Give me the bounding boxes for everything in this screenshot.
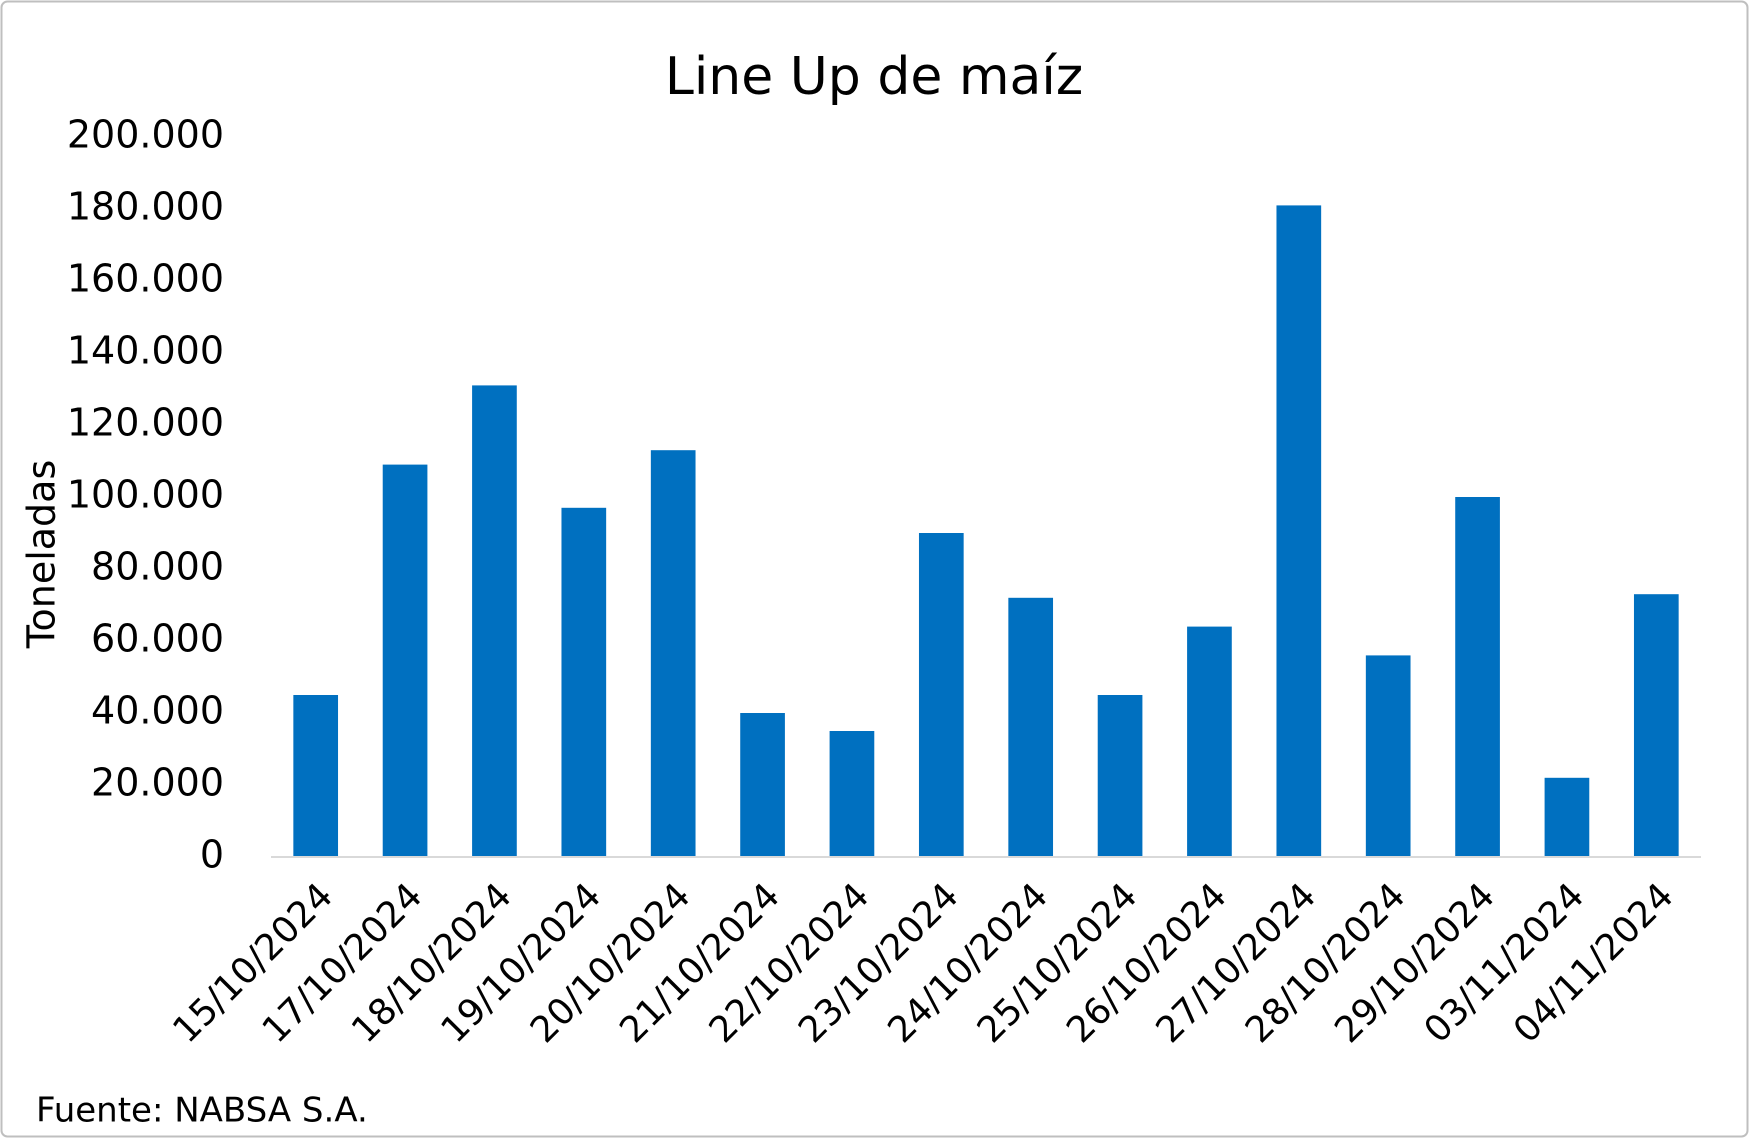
y-tick-label: 100.000 [67,473,224,517]
bar [740,713,785,857]
bar [1187,626,1232,857]
y-tick-label: 20.000 [91,761,224,805]
source-note: Fuente: NABSA S.A. [36,1091,368,1131]
bar [1365,655,1411,857]
bar [650,450,696,857]
y-tick-label: 120.000 [67,401,224,445]
bar [472,385,517,857]
y-tick-label: 200.000 [67,113,224,157]
bar [918,533,964,857]
bar [1276,205,1322,857]
bar [829,731,875,857]
y-tick-label: 180.000 [67,185,224,229]
bar [1097,695,1143,857]
y-axis-label: Toneladas [20,460,64,650]
bar [1633,594,1679,857]
bar [293,695,339,857]
y-tick-label: 160.000 [67,257,224,301]
y-tick-label: 0 [200,833,224,877]
chart-title: Line Up de maíz [665,47,1083,107]
bar [1455,497,1500,857]
y-tick-label: 40.000 [91,689,224,733]
y-tick-label: 60.000 [91,617,224,661]
bar [382,464,428,857]
bar [1008,597,1054,857]
bar [1544,777,1590,857]
bar [561,507,607,857]
y-tick-label: 80.000 [91,545,224,589]
y-tick-label: 140.000 [67,329,224,373]
